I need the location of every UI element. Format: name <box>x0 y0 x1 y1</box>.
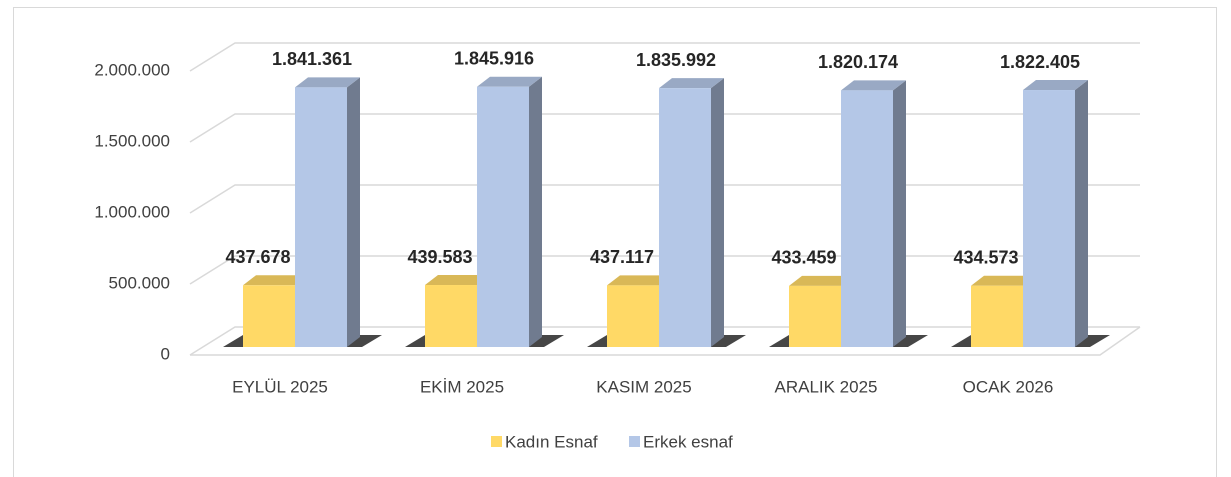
bar <box>659 88 711 348</box>
legend-swatch <box>629 436 640 447</box>
value-label: 1.845.916 <box>454 48 534 68</box>
x-tick-label: EYLÜL 2025 <box>232 377 328 396</box>
bar-top <box>425 275 490 286</box>
value-label: 1.820.174 <box>818 52 898 72</box>
bar-top <box>1023 80 1088 91</box>
floor <box>190 326 1141 356</box>
grid-line <box>189 42 1140 72</box>
bar <box>295 87 347 347</box>
bar <box>477 86 529 348</box>
bar-side <box>893 80 906 347</box>
bar-top <box>841 80 906 91</box>
bar <box>971 285 1023 347</box>
grid-line <box>189 255 1140 285</box>
legend-swatch <box>491 436 502 447</box>
bar-side <box>347 77 360 347</box>
y-tick-label: 0 <box>161 344 170 363</box>
bar-top <box>789 275 854 286</box>
x-tick-label: KASIM 2025 <box>596 377 691 396</box>
bars <box>223 76 1110 348</box>
bar <box>607 285 659 347</box>
y-tick-label: 2.000.000 <box>94 60 170 79</box>
grid-line <box>189 184 1140 214</box>
bar <box>789 285 841 347</box>
x-tick-label: OCAK 2026 <box>963 377 1054 396</box>
value-label: 437.678 <box>225 247 290 267</box>
bar-side <box>529 76 542 348</box>
bar-side <box>711 78 724 348</box>
value-label: 437.117 <box>590 247 654 267</box>
bar-side <box>1075 80 1088 347</box>
labels: 0 500.000 1.000.000 1.500.000 2.000.000 EYLÜL… <box>94 48 1080 451</box>
value-label: 1.835.992 <box>636 50 716 70</box>
value-label: 433.459 <box>771 248 836 268</box>
y-tick-label: 1.500.000 <box>94 131 170 150</box>
value-label: 434.573 <box>953 247 1018 267</box>
bar <box>1023 90 1075 347</box>
legend-label: Kadın Esnaf <box>505 432 598 451</box>
bar <box>841 90 893 347</box>
bar <box>243 285 295 347</box>
value-label: 1.841.361 <box>272 49 352 69</box>
bar <box>425 285 477 347</box>
grid-line <box>189 113 1140 143</box>
x-tick-label: ARALIK 2025 <box>774 377 877 396</box>
bar-top <box>243 275 308 286</box>
bar-top <box>477 76 542 87</box>
grid <box>189 42 1141 356</box>
bar-top <box>971 275 1036 286</box>
y-tick-label: 500.000 <box>109 273 170 292</box>
x-tick-label: EKİM 2025 <box>420 377 504 396</box>
bar-top <box>607 275 672 286</box>
value-label: 1.822.405 <box>1000 52 1080 72</box>
bar-top <box>295 77 360 88</box>
y-tick-label: 1.000.000 <box>94 202 170 221</box>
value-label: 439.583 <box>407 247 472 267</box>
legend-label: Erkek esnaf <box>643 432 733 451</box>
bar-top <box>659 78 724 89</box>
chart-border <box>13 7 1217 477</box>
